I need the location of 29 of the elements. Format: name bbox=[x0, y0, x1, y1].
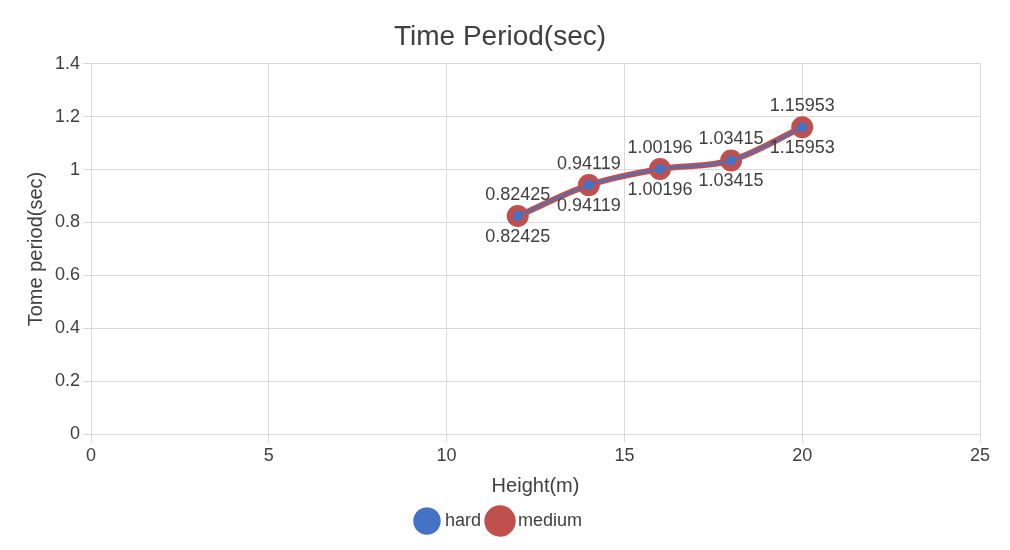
y-tick-label: 0 bbox=[70, 423, 81, 444]
data-label: 0.82425 bbox=[485, 184, 551, 205]
y-axis-title: Tome period(sec) bbox=[23, 171, 46, 327]
x-tick-label: 5 bbox=[263, 445, 274, 466]
y-tick-label: 0.2 bbox=[54, 370, 81, 391]
data-label: 0.82425 bbox=[485, 226, 551, 247]
legend-label: medium bbox=[518, 509, 583, 530]
x-tick-label: 25 bbox=[969, 445, 991, 466]
y-tick-label: 1.4 bbox=[54, 52, 81, 73]
y-tick-label: 0.8 bbox=[54, 211, 81, 232]
x-axis-title: Height(m) bbox=[491, 473, 580, 496]
x-tick-label: 0 bbox=[86, 445, 97, 466]
data-label: 1.00196 bbox=[627, 178, 693, 199]
data-label: 1.03415 bbox=[698, 128, 764, 149]
data-label: 1.15953 bbox=[769, 137, 835, 158]
y-tick-label: 1 bbox=[70, 158, 81, 179]
data-label: 1.15953 bbox=[769, 95, 835, 116]
y-tick-label: 0.4 bbox=[54, 317, 81, 338]
data-label: 1.00196 bbox=[627, 136, 693, 157]
data-label: 0.94119 bbox=[556, 195, 621, 216]
chart-title: Time Period(sec) bbox=[393, 19, 607, 51]
x-tick-label: 20 bbox=[792, 445, 813, 466]
x-tick-label: 15 bbox=[614, 445, 635, 466]
legend-label: hard bbox=[444, 509, 482, 530]
y-tick-label: 1.2 bbox=[54, 105, 81, 126]
data-label: 1.03415 bbox=[698, 170, 764, 191]
data-label: 0.94119 bbox=[556, 153, 621, 174]
x-tick-label: 10 bbox=[436, 445, 457, 466]
y-tick-label: 0.6 bbox=[54, 264, 81, 285]
